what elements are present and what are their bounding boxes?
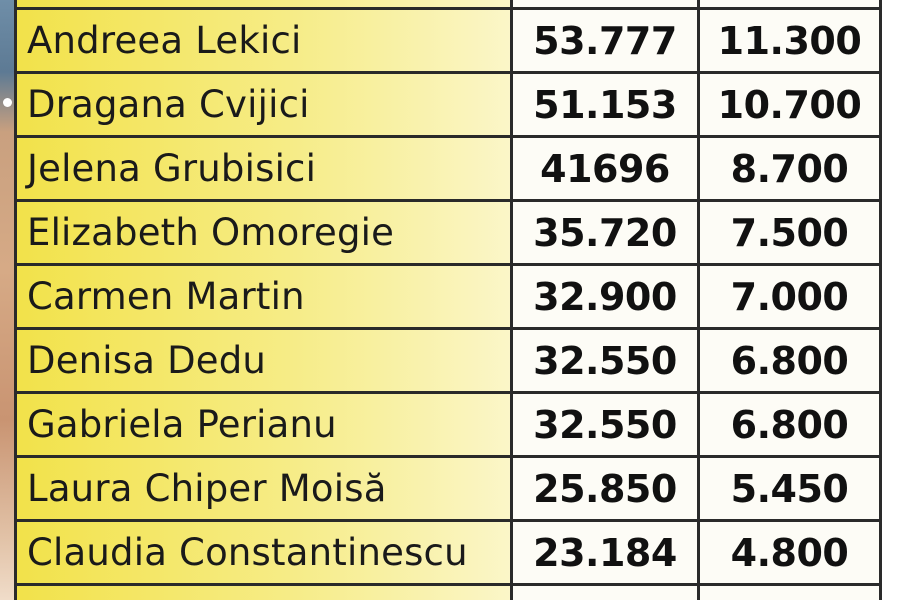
player-name: Carmen Martin xyxy=(17,266,513,327)
player-photo-edge xyxy=(0,0,16,600)
value2: 4.800 xyxy=(700,522,879,583)
value2: 8.700 xyxy=(700,138,879,199)
table-row: Andreea Lekici 53.777 11.300 xyxy=(17,10,879,74)
table-row: Jelena Grubisici 41696 8.700 xyxy=(17,138,879,202)
player-name: Jelena Grubisici xyxy=(17,138,513,199)
value2: 7.000 xyxy=(700,266,879,327)
table-row-partial-top xyxy=(17,0,879,10)
name-cell xyxy=(17,586,513,600)
name-cell xyxy=(17,0,513,7)
player-name: Andreea Lekici xyxy=(17,10,513,71)
value2: 6.800 xyxy=(700,394,879,455)
player-name: Laura Chiper Moisă xyxy=(17,458,513,519)
value1: 41696 xyxy=(513,138,700,199)
value1-cell xyxy=(513,0,700,7)
table-row-partial-bottom xyxy=(17,586,879,600)
value2: 10.700 xyxy=(700,74,879,135)
value1-cell xyxy=(513,586,700,600)
value2: 5.450 xyxy=(700,458,879,519)
player-name: Gabriela Perianu xyxy=(17,394,513,455)
value1: 51.153 xyxy=(513,74,700,135)
table-row: Claudia Constantinescu 23.184 4.800 xyxy=(17,522,879,586)
table-row: Gabriela Perianu 32.550 6.800 xyxy=(17,394,879,458)
table-row: Laura Chiper Moisă 25.850 5.450 xyxy=(17,458,879,522)
table-row: Dragana Cvijici 51.153 10.700 xyxy=(17,74,879,138)
value2: 11.300 xyxy=(700,10,879,71)
value1: 53.777 xyxy=(513,10,700,71)
table-row: Elizabeth Omoregie 35.720 7.500 xyxy=(17,202,879,266)
player-name: Denisa Dedu xyxy=(17,330,513,391)
table-row: Carmen Martin 32.900 7.000 xyxy=(17,266,879,330)
value2: 7.500 xyxy=(700,202,879,263)
value1: 32.900 xyxy=(513,266,700,327)
salary-table: Andreea Lekici 53.777 11.300 Dragana Cvi… xyxy=(14,0,882,600)
value2: 6.800 xyxy=(700,330,879,391)
table-row: Denisa Dedu 32.550 6.800 xyxy=(17,330,879,394)
player-name: Dragana Cvijici xyxy=(17,74,513,135)
player-name: Claudia Constantinescu xyxy=(17,522,513,583)
value1: 35.720 xyxy=(513,202,700,263)
photo-detail xyxy=(3,98,12,107)
value1: 25.850 xyxy=(513,458,700,519)
value1: 32.550 xyxy=(513,330,700,391)
value1: 23.184 xyxy=(513,522,700,583)
value2-cell xyxy=(700,0,879,7)
player-name: Elizabeth Omoregie xyxy=(17,202,513,263)
value1: 32.550 xyxy=(513,394,700,455)
value2-cell xyxy=(700,586,879,600)
